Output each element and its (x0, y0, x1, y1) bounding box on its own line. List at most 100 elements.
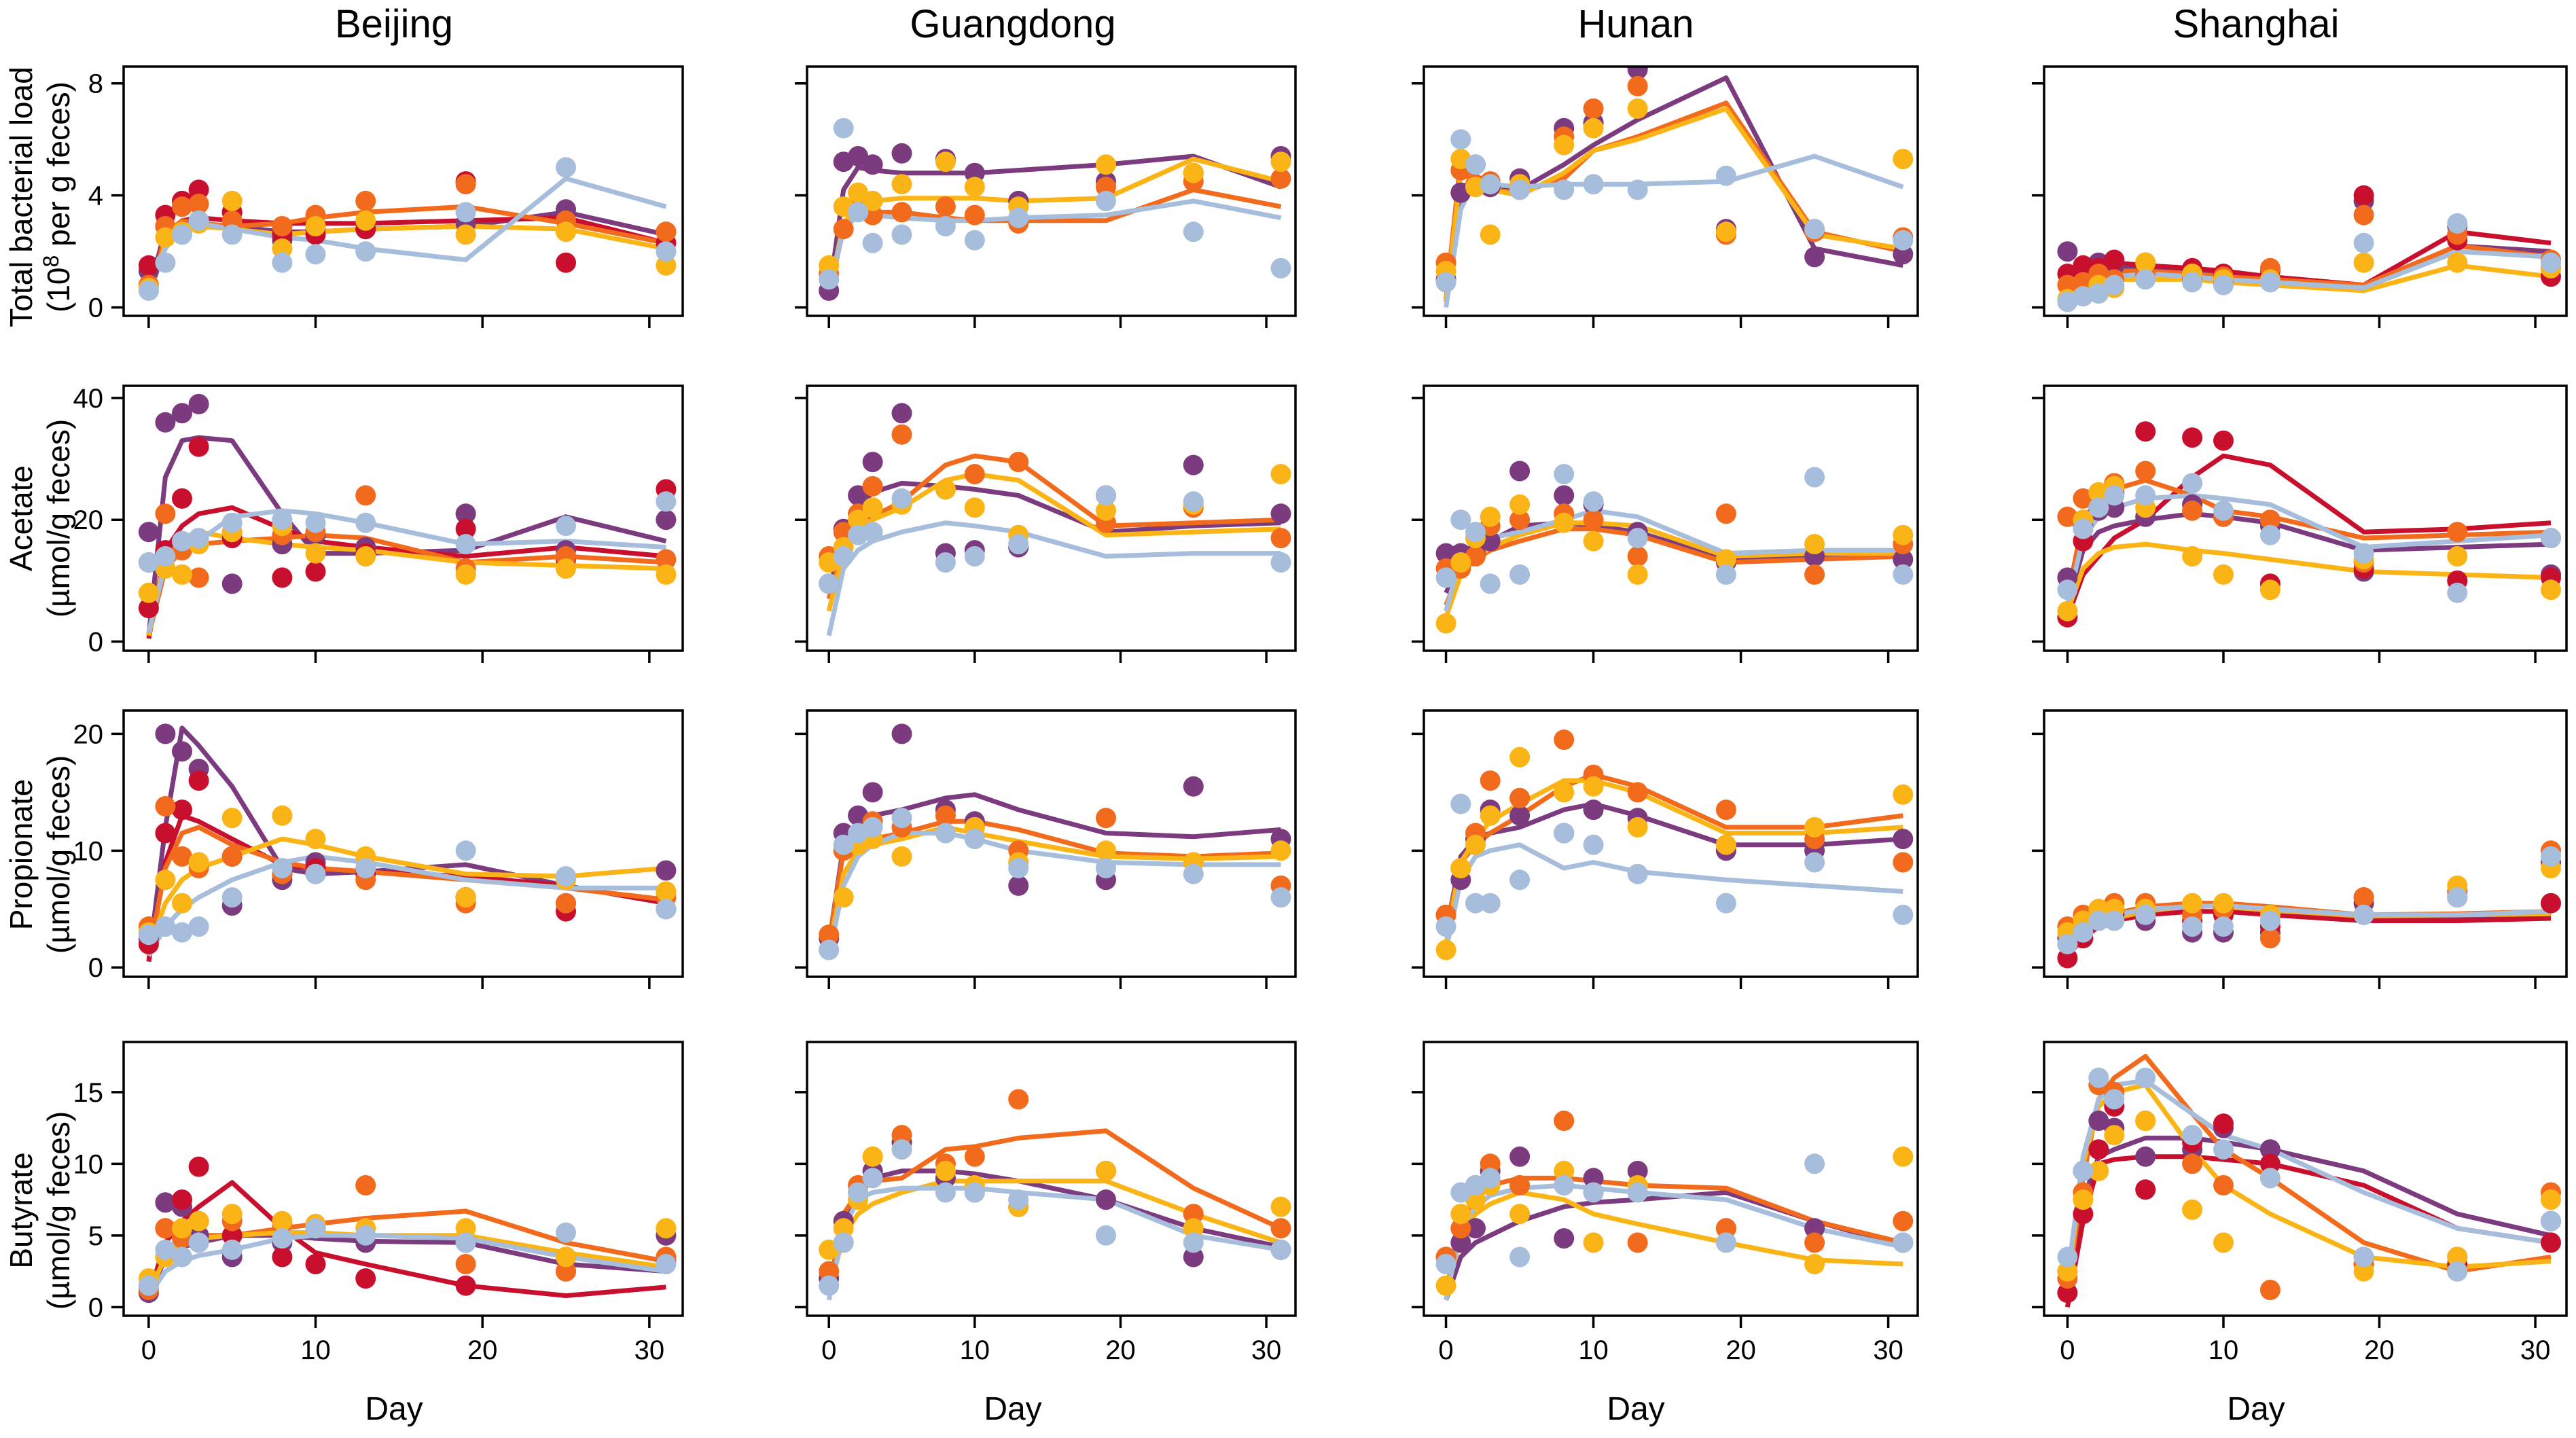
ylabel-unit-suffix: per g feces) (41, 82, 76, 255)
data-point-blue (1554, 179, 1575, 200)
column-title-guangdong: Guangdong (910, 2, 1115, 46)
data-point-yellow (2447, 1246, 2468, 1268)
data-point-orange (455, 174, 476, 195)
xlabel-shanghai: Day (2227, 1391, 2285, 1427)
data-point-blue (305, 512, 326, 533)
data-point-blue (2541, 252, 2561, 273)
data-point-yellow (1096, 154, 1116, 175)
data-point-blue (155, 252, 176, 273)
data-point-yellow (1480, 805, 1501, 826)
data-point-blue (1583, 491, 1604, 512)
data-point-blue (272, 252, 293, 273)
y-tick-label: 0 (88, 1293, 103, 1323)
data-point-yellow (2057, 1261, 2078, 1282)
data-point-orange (556, 1261, 576, 1282)
data-point-yellow (1804, 534, 1825, 555)
data-point-yellow (833, 1218, 854, 1239)
data-point-purple (1183, 776, 1204, 797)
data-point-yellow (1583, 776, 1604, 797)
data-point-blue (172, 531, 192, 552)
data-point-blue (2135, 485, 2156, 506)
data-point-crimson (2057, 948, 2078, 969)
data-point-blue (1627, 528, 1648, 549)
data-point-yellow (862, 497, 883, 518)
ylabel-unit-exponent: 8 (39, 255, 63, 268)
x-tick-label: 10 (300, 1335, 331, 1365)
plot-area (138, 157, 677, 301)
data-point-orange (172, 846, 192, 867)
x-tick-label: 10 (960, 1335, 990, 1365)
data-point-crimson (2104, 249, 2125, 270)
x-tick-label: 0 (2060, 1335, 2075, 1365)
data-point-yellow (272, 238, 293, 259)
data-point-yellow (891, 846, 912, 867)
panel-total-bacterial-load-guangdong (795, 65, 1297, 328)
data-point-orange (355, 190, 376, 211)
data-point-blue (2259, 1168, 2280, 1189)
data-point-blue (2259, 524, 2280, 545)
data-point-blue (848, 1182, 869, 1203)
data-point-orange (2353, 887, 2374, 908)
data-point-yellow (1804, 1254, 1825, 1274)
data-point-blue (455, 534, 476, 555)
data-point-orange (891, 424, 912, 445)
data-point-blue (2182, 916, 2203, 937)
data-point-yellow (656, 255, 677, 276)
data-point-yellow (1435, 1275, 1456, 1296)
data-point-yellow (848, 509, 869, 531)
data-point-purple (138, 522, 159, 543)
data-point-blue (964, 230, 985, 251)
column-title-shanghai: Shanghai (2172, 2, 2339, 46)
data-point-yellow (2088, 1160, 2109, 1181)
data-point-crimson (2073, 255, 2094, 276)
data-point-purple (155, 723, 176, 744)
data-point-blue (1183, 1232, 1204, 1253)
data-point-blue (1804, 467, 1825, 488)
data-point-crimson (172, 799, 192, 821)
data-point-orange (1627, 1232, 1648, 1253)
data-point-yellow (1450, 858, 1471, 879)
data-point-yellow (935, 1160, 956, 1181)
data-point-yellow (221, 1204, 243, 1225)
y-tick-label: 0 (88, 953, 103, 983)
plot-area (2057, 1054, 2561, 1308)
data-point-orange (1554, 730, 1575, 750)
data-point-blue (2447, 213, 2468, 234)
data-point-blue (556, 866, 576, 887)
data-point-yellow (1627, 564, 1648, 585)
data-point-orange (1270, 168, 1291, 189)
data-point-orange (221, 210, 243, 231)
axes-frame (2043, 65, 2568, 317)
data-point-purple (891, 723, 912, 744)
data-point-blue (1435, 567, 1456, 588)
data-point-crimson (272, 1246, 293, 1268)
data-point-blue (1465, 154, 1486, 175)
data-point-orange (2057, 274, 2078, 295)
data-point-yellow (656, 881, 677, 902)
data-point-blue (819, 269, 840, 290)
data-point-blue (862, 232, 883, 253)
column-title-hunan: Hunan (1578, 2, 1694, 46)
data-point-blue (891, 488, 912, 509)
data-point-blue (2213, 274, 2234, 295)
data-point-purple (1008, 875, 1029, 896)
axes-frame (2043, 384, 2568, 652)
plot-area (2057, 840, 2561, 969)
data-point-blue (305, 1218, 326, 1239)
data-point-yellow (862, 190, 883, 211)
data-point-blue (272, 1228, 293, 1249)
data-point-blue (1804, 1153, 1825, 1174)
xlabel-hunan: Day (1607, 1391, 1664, 1427)
data-point-blue (1465, 893, 1486, 914)
series-line-blue (826, 520, 1281, 636)
data-point-blue (964, 1182, 985, 1203)
data-point-blue (138, 924, 159, 946)
data-point-blue (1270, 552, 1291, 573)
data-point-orange (1270, 1218, 1291, 1239)
series-line-purple (1444, 1190, 1904, 1301)
data-point-orange (355, 1175, 376, 1196)
data-point-orange (862, 475, 883, 497)
data-point-orange (155, 503, 176, 524)
data-point-purple (172, 403, 192, 424)
plot-area (2057, 421, 2561, 628)
